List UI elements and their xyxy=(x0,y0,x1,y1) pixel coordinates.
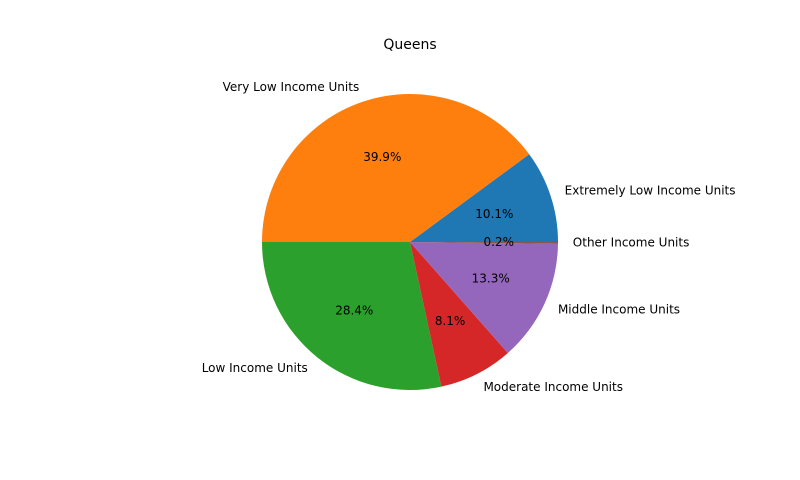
slice-label-5: Other Income Units xyxy=(573,236,690,250)
slice-percent-5: 0.2% xyxy=(484,235,515,249)
slice-percent-2: 28.4% xyxy=(335,304,373,318)
slice-percent-4: 13.3% xyxy=(472,272,510,286)
pie-slices xyxy=(262,93,559,391)
pie-slice-3 xyxy=(410,242,508,387)
slice-label-3: Moderate Income Units xyxy=(483,380,623,394)
slice-label-0: Extremely Low Income Units xyxy=(565,184,736,198)
slice-label-1: Very Low Income Units xyxy=(223,80,360,94)
slice-label-4: Middle Income Units xyxy=(558,302,680,316)
pie-slice-5 xyxy=(410,242,559,244)
pie-slice-4 xyxy=(410,242,558,354)
pie-slice-2 xyxy=(262,242,442,391)
slice-percent-3: 8.1% xyxy=(435,314,466,328)
chart-title: Queens xyxy=(383,37,436,53)
slice-percent-1: 39.9% xyxy=(363,150,401,164)
pie-labels: Extremely Low Income Units 10.1% Very Low … xyxy=(202,80,736,394)
slice-label-2: Low Income Units xyxy=(202,361,308,375)
slice-percent-0: 10.1% xyxy=(475,207,513,221)
pie-slice-0 xyxy=(410,154,558,242)
pie-slice-1 xyxy=(262,93,530,243)
